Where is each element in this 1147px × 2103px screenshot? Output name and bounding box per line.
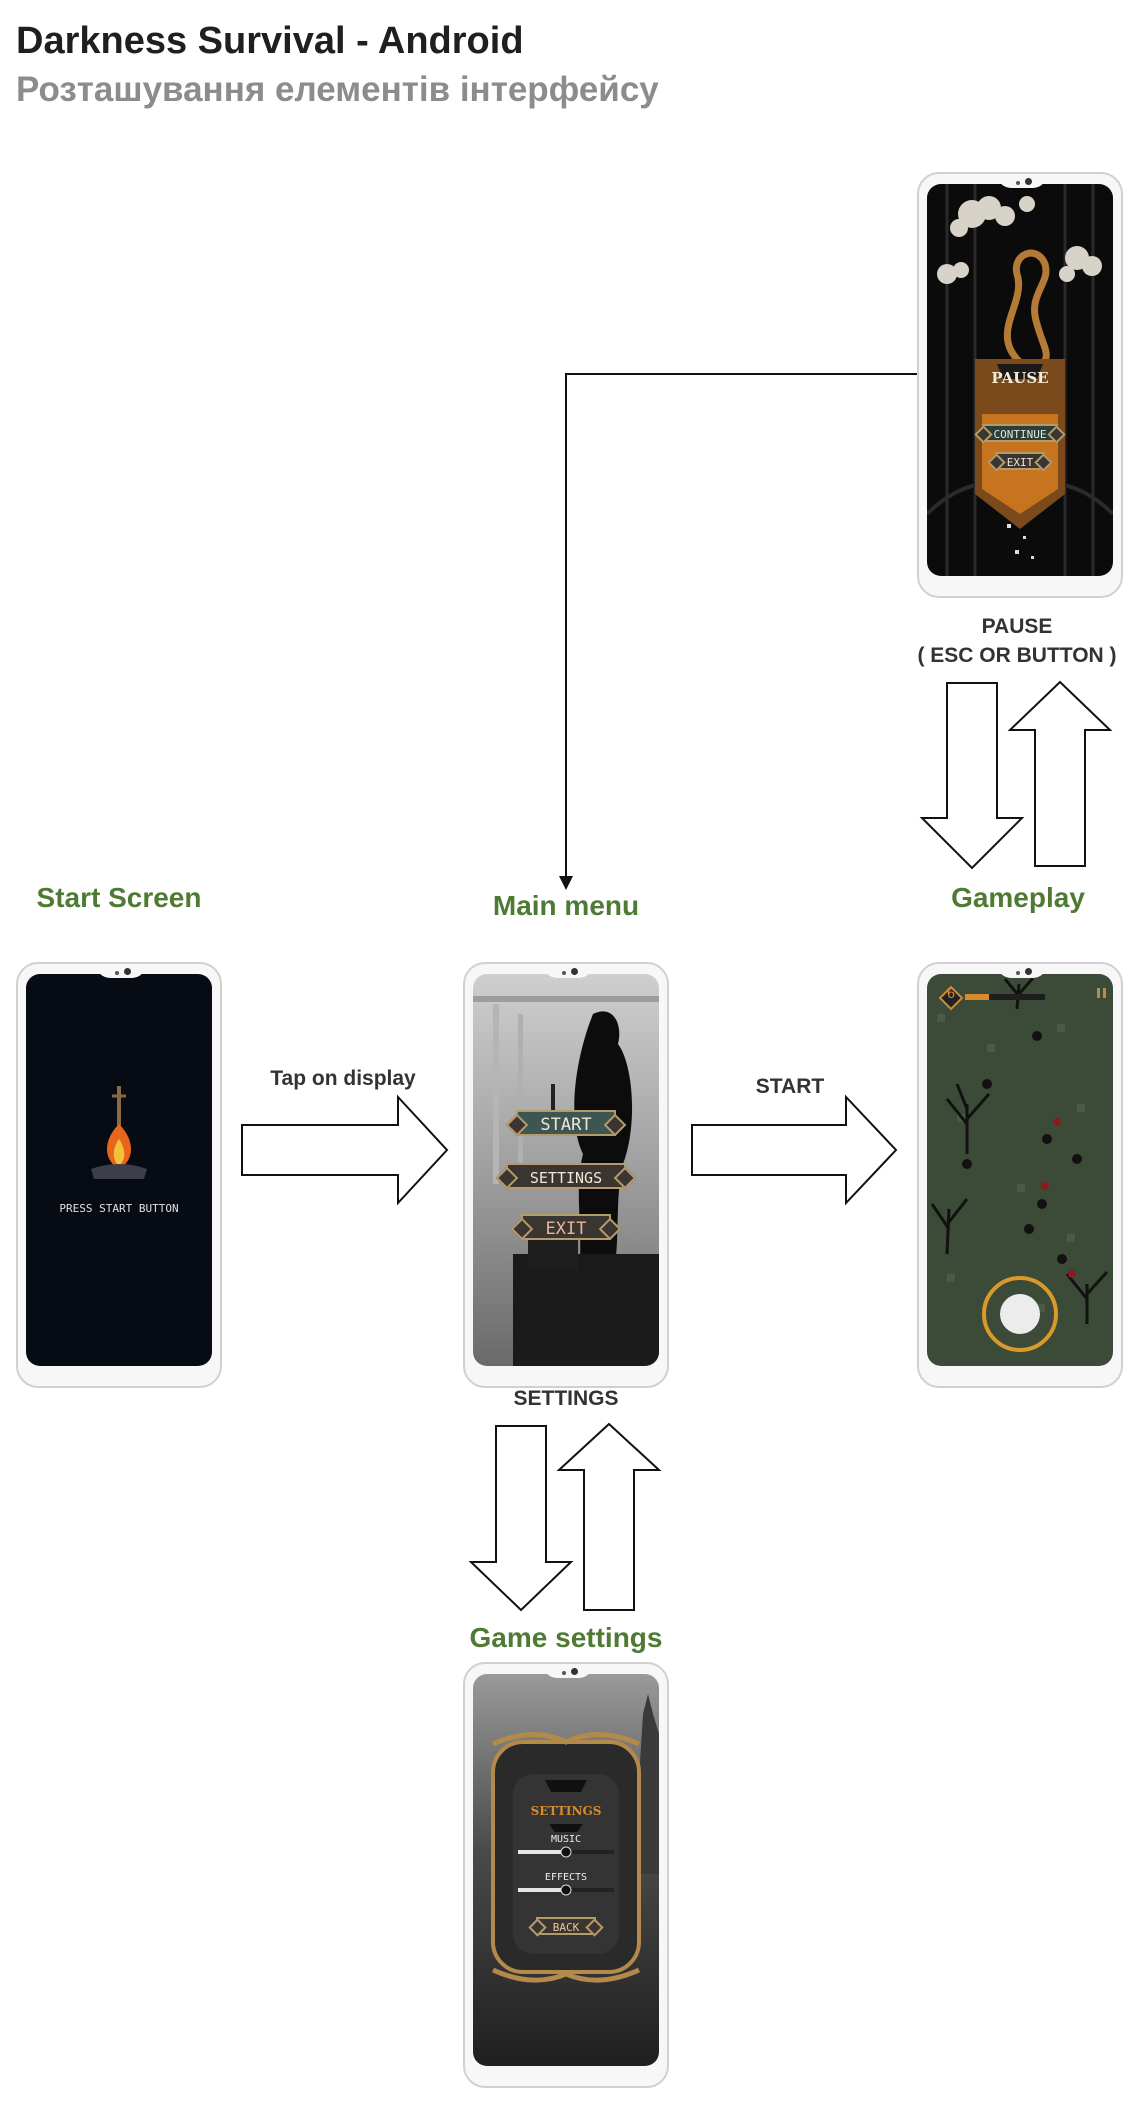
main-menu-phone: START SETTINGS EXIT [463, 962, 669, 1388]
pause-up-arrow [1007, 680, 1113, 867]
exit-button[interactable]: EXIT [521, 1214, 611, 1240]
level-number: 6 [946, 987, 956, 1002]
gameplay-phone: 6 [917, 962, 1123, 1388]
press-start-text: PRESS START BUTTON [59, 1202, 179, 1215]
xp-bar-fill [965, 994, 989, 1000]
gameplay-screen: 6 [927, 974, 1113, 1366]
music-slider-knob [560, 1846, 572, 1858]
main-menu-label: Main menu [492, 890, 640, 921]
settings-up-arrow [556, 1422, 662, 1611]
start-button[interactable]: START [516, 1110, 616, 1136]
start-phone: PRESS START BUTTON [16, 962, 222, 1388]
diagram-subtitle: Розташування елементів інтерфейсу [16, 70, 659, 109]
sensor-dot [115, 971, 119, 975]
effects-slider-fill [518, 1888, 566, 1892]
settings-title: SETTINGS [530, 1804, 602, 1818]
joystick[interactable] [979, 1273, 1061, 1355]
music-slider[interactable] [518, 1844, 614, 1860]
diagram-title: Darkness Survival - Android [16, 20, 524, 62]
phone-notch [997, 964, 1047, 978]
pause-title: PAUSE [991, 369, 1049, 387]
start-screen[interactable]: PRESS START BUTTON [26, 974, 212, 1366]
start-flow-label: START [755, 1075, 825, 1098]
phone-notch [543, 1664, 593, 1678]
tap-flow-label: Tap on display [270, 1067, 416, 1090]
settings-panel-art [491, 1694, 659, 1983]
settings-flow-label: SETTINGS [513, 1387, 619, 1410]
start-screen-label: Start Screen [36, 882, 202, 913]
back-button[interactable]: BACK [536, 1917, 596, 1935]
sensor-dot [562, 971, 566, 975]
camera-dot [1025, 968, 1032, 975]
start-arrow [691, 1094, 898, 1206]
continue-button[interactable]: CONTINUE [982, 424, 1058, 442]
pause-down-arrow [919, 682, 1025, 870]
pause-flow-label-2: ( ESC OR BUTTON ) [917, 644, 1117, 667]
camera-dot [124, 968, 131, 975]
camera-dot [571, 968, 578, 975]
game-settings-label: Game settings [469, 1622, 663, 1653]
phone-notch [543, 964, 593, 978]
pause-to-menu-arrowhead [559, 876, 573, 890]
sensor-dot [1016, 181, 1020, 185]
sensor-dot [562, 1671, 566, 1675]
pause-button[interactable] [1093, 982, 1111, 1004]
pause-flow-label-1: PAUSE [981, 615, 1053, 638]
pause-to-menu-line [565, 373, 917, 880]
effects-slider-knob [560, 1884, 572, 1896]
music-label: MUSIC [550, 1834, 582, 1845]
effects-slider[interactable] [518, 1882, 614, 1898]
bonfire-icon [91, 1086, 147, 1179]
settings-button[interactable]: SETTINGS [506, 1163, 626, 1189]
gameplay-field [930, 977, 1109, 1352]
pause-phone: PAUSE CONTINUE EXIT [917, 172, 1123, 598]
sensor-dot [1016, 971, 1020, 975]
settings-phone: SETTINGS MUSIC EFFECTS BACK [463, 1662, 669, 2088]
phone-notch [997, 174, 1047, 188]
camera-dot [571, 1668, 578, 1675]
gameplay-label: Gameplay [951, 882, 1085, 913]
main-menu-screen: START SETTINGS EXIT [473, 974, 659, 1366]
effects-label: EFFECTS [544, 1872, 588, 1883]
camera-dot [1025, 178, 1032, 185]
pause-screen: PAUSE CONTINUE EXIT [927, 184, 1113, 576]
settings-screen: SETTINGS MUSIC EFFECTS BACK [473, 1674, 659, 2066]
settings-down-arrow [468, 1425, 574, 1612]
tap-arrow [241, 1094, 449, 1206]
pause-exit-button[interactable]: EXIT [995, 452, 1045, 470]
music-slider-fill [518, 1850, 566, 1854]
phone-notch [96, 964, 146, 978]
